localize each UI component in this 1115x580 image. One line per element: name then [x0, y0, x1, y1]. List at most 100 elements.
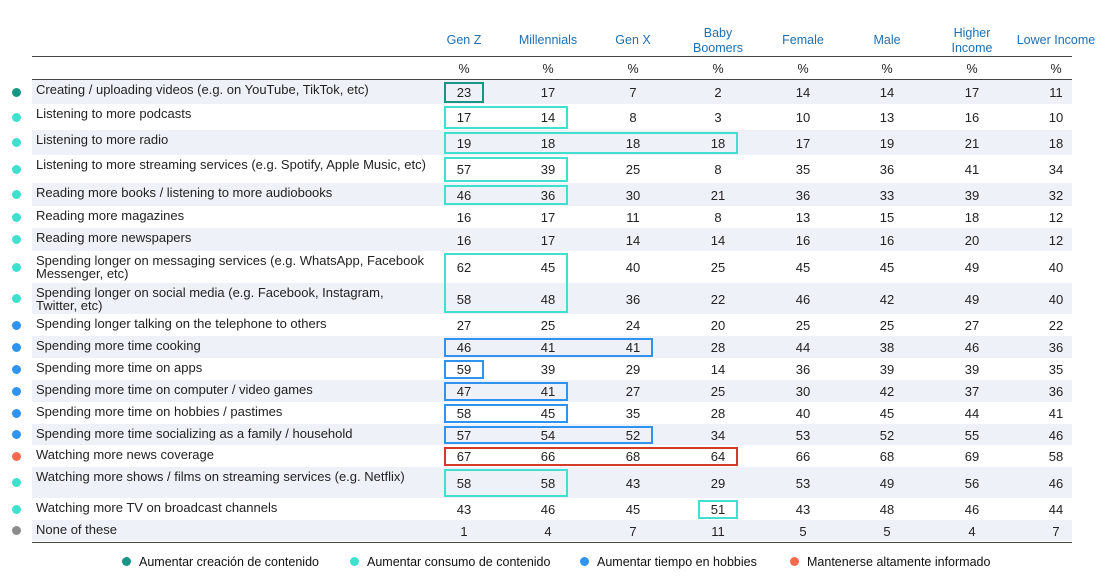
table-cell: 39 [964, 187, 980, 203]
table-cell: 40 [1048, 260, 1064, 275]
unit-label: % [542, 62, 554, 76]
table-cell: 19 [879, 135, 895, 151]
legend-dot [580, 557, 589, 566]
bottom-rule [32, 542, 1072, 543]
table-cell: 1 [460, 523, 468, 539]
table-cell: 55 [964, 427, 980, 443]
highlight-box [698, 500, 738, 519]
table-cell: 43 [456, 502, 472, 517]
unit-rule [32, 79, 1072, 80]
table-cell: 17 [795, 135, 811, 151]
table-cell: 17 [964, 85, 980, 100]
table-cell: 52 [879, 427, 895, 443]
table-cell: 19 [456, 135, 472, 151]
table-cell: 41 [1048, 406, 1064, 421]
category-dot [12, 164, 21, 174]
category-dot [12, 364, 21, 374]
table-cell: 18 [625, 135, 641, 151]
table-cell: 36 [625, 291, 641, 307]
row-label: Listening to more podcasts [36, 106, 192, 121]
unit-label: % [797, 62, 809, 76]
table-cell: 69 [964, 449, 980, 464]
highlight-box [444, 426, 653, 444]
row-label: Creating / uploading videos (e.g. on You… [36, 82, 369, 97]
highlight-box [444, 132, 738, 154]
table-cell: 44 [964, 406, 980, 421]
table-cell: 58 [456, 475, 472, 491]
table-cell: 44 [795, 340, 811, 355]
legend-dot [790, 557, 799, 566]
category-dot [12, 430, 21, 439]
table-cell: 66 [540, 449, 556, 464]
table-cell: 18 [1048, 135, 1064, 151]
unit-label: % [1050, 62, 1062, 76]
table-cell: 16 [456, 232, 472, 248]
legend-dot [122, 557, 131, 566]
row-label: Spending longer on social media (e.g. Fa… [36, 285, 384, 313]
table-cell: 46 [1048, 427, 1064, 443]
category-dot [12, 294, 21, 303]
table-cell: 18 [540, 135, 556, 151]
highlight-box [444, 404, 568, 423]
category-dot [12, 320, 21, 330]
table-cell: 8 [629, 110, 637, 125]
table-cell: 46 [456, 187, 472, 203]
column-header: Lower Income [1016, 33, 1096, 47]
table-cell: 45 [879, 260, 895, 275]
table-cell: 39 [540, 162, 556, 177]
table-cell: 41 [964, 162, 980, 177]
table-cell: 36 [1048, 384, 1064, 399]
table-cell: 49 [879, 475, 895, 491]
table-cell: 28 [710, 340, 726, 355]
row-label: Spending more time on computer / video g… [36, 382, 313, 397]
table-cell: 11 [711, 523, 725, 539]
row-background [32, 424, 1072, 445]
header-rule [32, 56, 1072, 57]
category-dot [12, 386, 21, 396]
unit-label: % [881, 62, 893, 76]
row-label: Spending more time cooking [36, 338, 201, 353]
table-cell: 43 [795, 502, 811, 517]
table-cell: 7 [629, 85, 637, 100]
highlight-box [444, 382, 568, 401]
table-cell: 16 [879, 232, 895, 248]
row-label: None of these [36, 522, 117, 537]
row-label: Watching more shows / films on streaming… [36, 469, 405, 484]
table-cell: 46 [964, 340, 980, 355]
table-cell: 8 [714, 162, 722, 177]
row-background [32, 130, 1072, 155]
category-dot [12, 190, 21, 199]
table-cell: 46 [964, 502, 980, 517]
table-cell: 16 [795, 232, 811, 248]
table-cell: 23 [456, 85, 472, 100]
table-cell: 14 [540, 110, 556, 125]
row-label: Spending more time on hobbies / pastimes [36, 404, 283, 419]
table-cell: 49 [964, 260, 980, 275]
table-cell: 20 [710, 318, 726, 333]
table-cell: 27 [456, 318, 472, 333]
table-cell: 28 [710, 406, 726, 421]
table-cell: 54 [540, 427, 556, 443]
unit-label: % [458, 62, 470, 76]
table-cell: 45 [879, 406, 895, 421]
table-cell: 27 [625, 384, 641, 399]
legend-dot [350, 557, 359, 566]
table-cell: 42 [879, 291, 895, 307]
table-cell: 67 [456, 449, 472, 464]
table-cell: 4 [968, 523, 976, 539]
table-cell: 36 [1048, 340, 1064, 355]
table-cell: 51 [710, 502, 726, 517]
table-cell: 17 [456, 110, 472, 125]
row-label: Reading more books / listening to more a… [36, 185, 333, 200]
column-header: Gen Z [446, 33, 482, 47]
row-label: Reading more magazines [36, 208, 185, 223]
table-cell: 42 [879, 384, 895, 399]
category-dot [12, 212, 21, 222]
table-cell: 59 [456, 362, 472, 377]
table-cell: 14 [879, 85, 895, 100]
table-cell: 35 [625, 406, 641, 421]
row-label: Listening to more streaming services (e.… [36, 157, 426, 172]
table-cell: 62 [456, 260, 472, 275]
table-cell: 10 [1048, 110, 1064, 125]
row-background [32, 183, 1072, 206]
